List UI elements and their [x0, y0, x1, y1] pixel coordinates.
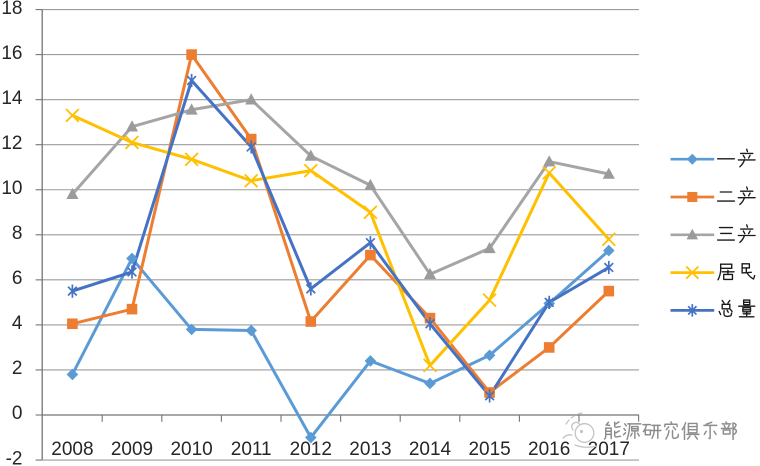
svg-text:8: 8	[12, 223, 23, 244]
svg-text:6: 6	[12, 268, 23, 289]
svg-text:2010: 2010	[170, 439, 212, 460]
svg-text:2014: 2014	[409, 439, 452, 460]
svg-text:2013: 2013	[349, 439, 391, 460]
svg-text:4: 4	[12, 313, 23, 334]
svg-text:18: 18	[1, 0, 22, 19]
svg-text:2016: 2016	[528, 439, 570, 460]
svg-text:14: 14	[1, 88, 23, 109]
svg-text:2009: 2009	[111, 439, 153, 460]
svg-text:16: 16	[1, 43, 22, 64]
svg-text:12: 12	[1, 133, 22, 154]
svg-text:2: 2	[12, 358, 23, 379]
svg-text:0: 0	[12, 403, 23, 424]
svg-text:2011: 2011	[231, 439, 272, 460]
svg-text:2012: 2012	[290, 439, 332, 460]
svg-text:2015: 2015	[468, 439, 510, 460]
svg-text:2017: 2017	[588, 439, 630, 460]
svg-text:10: 10	[1, 178, 22, 199]
svg-text:-2: -2	[6, 448, 23, 466]
svg-text:2008: 2008	[51, 439, 93, 460]
